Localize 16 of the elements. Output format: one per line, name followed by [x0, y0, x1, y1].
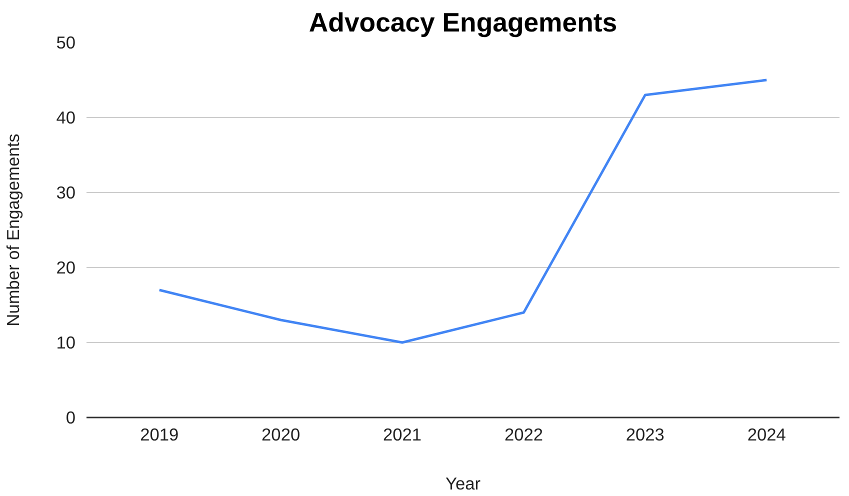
x-tick-label: 2019: [140, 424, 179, 444]
y-tick-label: 20: [56, 258, 76, 278]
x-tick-label: 2024: [747, 424, 786, 444]
x-tick-label: 2020: [262, 424, 300, 444]
x-tick-label: 2023: [626, 424, 664, 444]
y-tick-label: 10: [56, 332, 76, 352]
x-tick-label: 2022: [504, 424, 544, 444]
y-tick-label: 50: [56, 32, 76, 52]
y-tick-label: 40: [56, 108, 76, 128]
x-axis-title: Year: [445, 474, 481, 494]
chart-title: Advocacy Engagements: [308, 8, 618, 38]
y-tick-label: 0: [66, 408, 76, 428]
y-axis-title: Number of Engagements: [3, 133, 24, 326]
line-series: [158, 78, 768, 344]
x-tick-label: 2021: [383, 424, 422, 444]
y-tick-label: 30: [56, 182, 76, 202]
